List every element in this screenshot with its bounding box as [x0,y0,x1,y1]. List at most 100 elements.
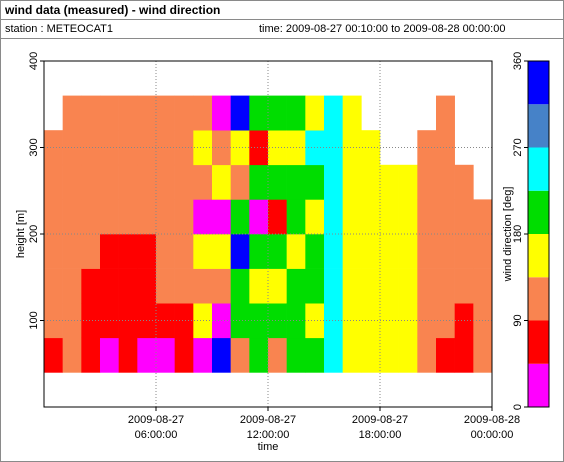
heat-cell [212,268,231,304]
colorbar-tick-label: 360 [512,52,524,70]
time-range: time: 2009-08-27 00:10:00 to 2009-08-28 … [259,23,506,35]
heat-cell [305,95,325,131]
heat-cell [193,268,213,304]
heat-cell [417,268,437,304]
plot-frame [43,60,493,408]
heat-cell [305,164,325,200]
heat-cell [100,95,119,131]
heat-cell [324,268,343,304]
heat-cell [193,199,213,235]
heat-cell [361,337,381,373]
colorbar-swatch [528,277,549,321]
heat-cell [380,234,399,269]
heat-cell [436,164,455,200]
heat-cell [81,303,101,339]
heat-cell [118,164,138,200]
heat-cell [137,337,157,373]
colorbar-swatch [528,147,549,191]
heat-cell [81,130,101,166]
heat-cell [230,268,250,304]
heat-cell [174,130,194,166]
heat-cell [286,199,306,235]
heat-cell [361,164,381,200]
heat-cell [230,164,250,200]
heat-cell [174,337,194,373]
heat-cell [156,234,175,269]
heat-cell [286,337,306,373]
heat-cell [268,199,287,235]
heat-cell [137,234,157,269]
heat-cell [62,234,82,269]
heat-cell [286,234,306,269]
heat-cell [156,95,175,131]
heat-cell [230,130,250,166]
heat-cell [324,234,343,269]
colorbar-tick-label: 0 [512,404,524,410]
heat-cell [286,164,306,200]
heat-cell [436,199,455,235]
heat-cell [62,95,82,131]
heat-cell [193,130,213,166]
heat-cell [342,268,362,304]
heat-cell [305,268,325,304]
colorbar-label: wind direction [deg] [502,187,514,283]
heat-cell [268,164,287,200]
heat-cell [137,199,157,235]
heat-cell [249,303,269,339]
heat-cell [100,268,119,304]
heat-cell [361,130,381,166]
heat-cell [81,164,101,200]
heat-cell [174,303,194,339]
x-tick-time: 06:00:00 [135,429,178,441]
heat-cell [81,234,101,269]
heat-cell [398,164,418,200]
heat-cell [174,164,194,200]
heat-cell [398,234,418,269]
heat-cell [81,337,101,373]
heat-cell [62,164,82,200]
heat-cell [398,337,418,373]
heat-cell [81,95,101,131]
heat-cell [193,234,213,269]
colorbar-tick-label: 180 [512,225,524,243]
heat-cell [156,164,175,200]
heat-cell [118,268,138,304]
heat-cell [249,268,269,304]
heat-cell [342,303,362,339]
heat-cell [324,164,343,200]
heat-cell [417,303,437,339]
heat-cell [193,303,213,339]
heat-cell [417,234,437,269]
x-tick-time: 12:00:00 [247,429,290,441]
heat-cell [156,337,175,373]
y-tick-label: 400 [28,52,40,70]
heat-cell [62,130,82,166]
heat-cell [156,268,175,304]
x-tick-date: 2009-08-28 [464,414,520,426]
heat-cell [174,95,194,131]
heat-cell [305,337,325,373]
heat-cell [212,337,231,373]
colorbar-swatch [528,190,549,234]
heat-cell [249,95,269,131]
heat-cell [62,303,82,339]
heat-cell [62,337,82,373]
heat-cell [268,234,287,269]
heat-cell [174,199,194,235]
heat-cell [44,268,63,304]
x-tick-time: 18:00:00 [359,429,402,441]
colorbar-swatch [528,104,549,148]
chart-title: wind data (measured) - wind direction [1,1,563,20]
heat-cell [454,268,474,304]
heat-cell [156,130,175,166]
heat-cell [361,303,381,339]
heat-cell [454,164,474,200]
heat-cell [342,130,362,166]
heat-cell [268,268,287,304]
heat-cell [473,234,493,269]
heat-cell [268,303,287,339]
heat-cell [212,95,231,131]
heat-cell [324,130,343,166]
x-tick-date: 2009-08-27 [128,414,184,426]
